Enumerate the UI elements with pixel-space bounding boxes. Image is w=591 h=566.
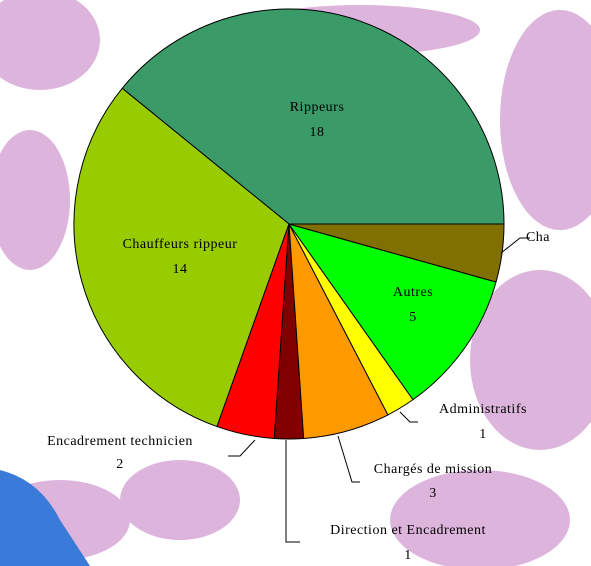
slice-label: Encadrement technicien	[47, 434, 193, 449]
leader-line	[228, 439, 256, 457]
leader-line	[399, 411, 418, 423]
pie-slice	[73, 87, 290, 428]
slice-label: Autres	[393, 285, 433, 300]
pie-slice	[288, 223, 505, 283]
slice-value: 1	[479, 427, 487, 442]
slice-label: Cha	[526, 230, 550, 245]
leader-line	[285, 440, 300, 543]
slice-value: 14	[173, 262, 188, 277]
slice-value: 2	[116, 457, 124, 472]
slice-value: 3	[429, 486, 437, 501]
pie-slice	[121, 8, 505, 225]
slice-value: 1	[404, 548, 412, 563]
leader-line	[337, 435, 360, 483]
slice-label: Chargés de mission	[374, 462, 492, 477]
slice-value: 18	[310, 125, 325, 140]
slice-label: Administratifs	[439, 402, 527, 417]
slice-label: Chauffeurs rippeur	[123, 237, 238, 252]
slice-value: 5	[409, 310, 417, 325]
leader-line	[500, 237, 530, 254]
slice-label: Direction et Encadrement	[330, 523, 486, 538]
map-water	[0, 470, 90, 566]
slice-label: Rippeurs	[290, 100, 345, 115]
